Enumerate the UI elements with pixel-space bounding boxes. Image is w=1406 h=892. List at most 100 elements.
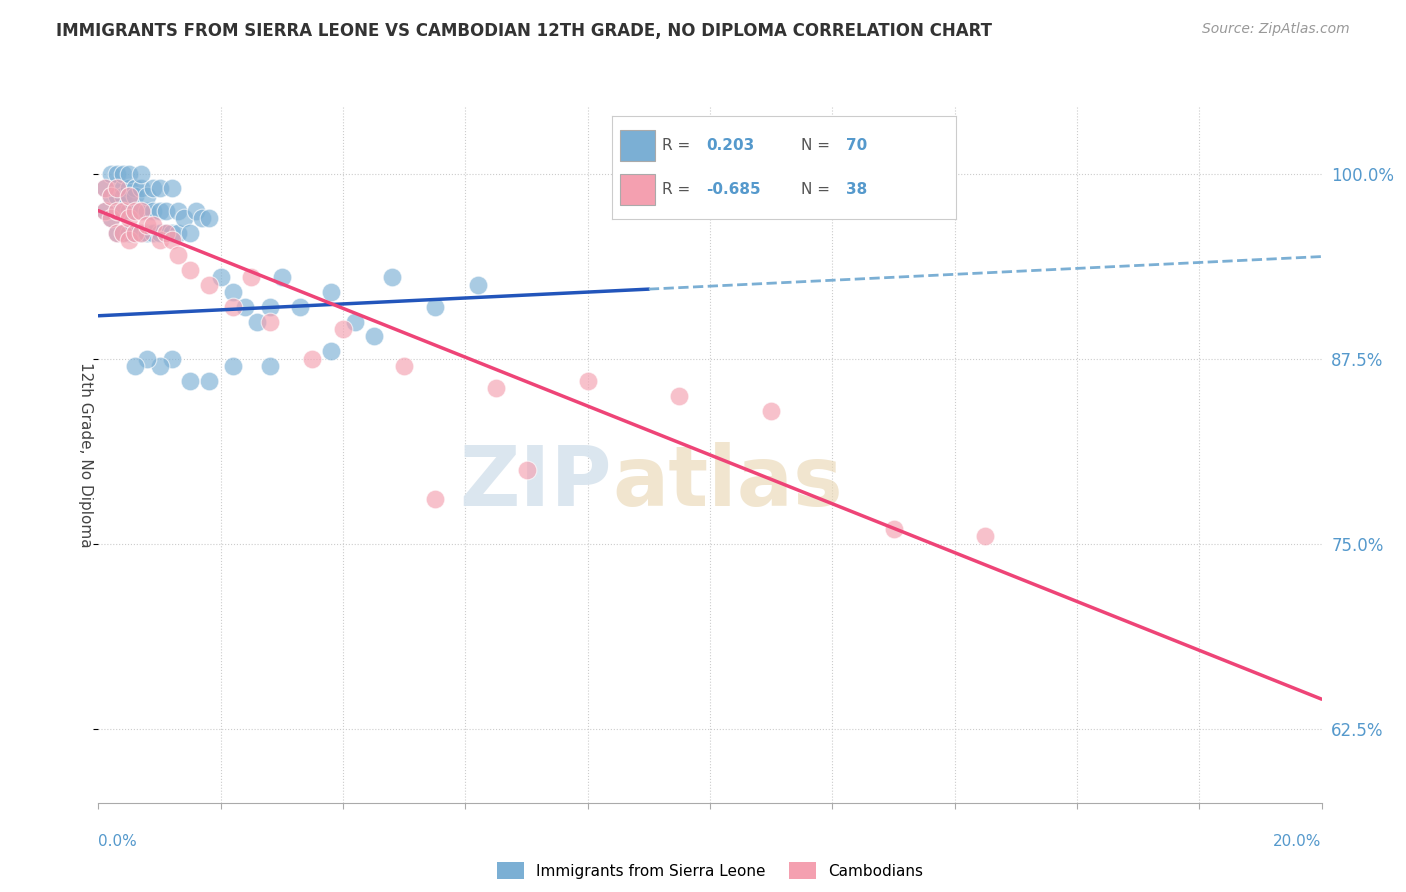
- Point: [381, 270, 404, 285]
- Point: [155, 226, 177, 240]
- Text: 70: 70: [846, 138, 868, 153]
- Point: [100, 189, 122, 203]
- Point: [197, 374, 219, 388]
- Bar: [620, 130, 655, 161]
- Point: [233, 300, 256, 314]
- Point: [105, 203, 128, 218]
- Point: [179, 374, 201, 388]
- Point: [100, 211, 122, 225]
- Point: [160, 181, 183, 195]
- Point: [344, 315, 367, 329]
- Point: [118, 211, 141, 225]
- Point: [173, 211, 195, 225]
- Point: [142, 181, 165, 195]
- Point: [124, 203, 146, 218]
- Point: [167, 248, 190, 262]
- Text: 20.0%: 20.0%: [1274, 834, 1322, 849]
- Point: [467, 277, 489, 292]
- Point: [129, 226, 152, 240]
- Point: [118, 189, 141, 203]
- Point: [124, 203, 146, 218]
- Point: [179, 263, 201, 277]
- Point: [259, 359, 281, 373]
- Point: [105, 203, 128, 218]
- Point: [100, 211, 122, 225]
- Point: [93, 203, 115, 218]
- Text: IMMIGRANTS FROM SIERRA LEONE VS CAMBODIAN 12TH GRADE, NO DIPLOMA CORRELATION CHA: IMMIGRANTS FROM SIERRA LEONE VS CAMBODIA…: [56, 22, 993, 40]
- Text: 0.203: 0.203: [706, 138, 755, 153]
- Point: [124, 181, 146, 195]
- Point: [124, 189, 146, 203]
- Point: [118, 203, 141, 218]
- Point: [111, 189, 134, 203]
- Point: [118, 167, 141, 181]
- Point: [93, 181, 115, 195]
- Point: [516, 463, 538, 477]
- Point: [883, 522, 905, 536]
- Point: [149, 203, 172, 218]
- Point: [974, 529, 997, 543]
- Legend: Immigrants from Sierra Leone, Cambodians: Immigrants from Sierra Leone, Cambodians: [491, 855, 929, 886]
- Point: [240, 270, 263, 285]
- Point: [149, 181, 172, 195]
- Point: [118, 233, 141, 247]
- Point: [142, 203, 165, 218]
- Point: [136, 219, 159, 233]
- Point: [222, 359, 245, 373]
- Point: [301, 351, 323, 366]
- Text: -0.685: -0.685: [706, 182, 761, 197]
- Point: [149, 359, 172, 373]
- Point: [105, 226, 128, 240]
- Point: [167, 203, 190, 218]
- Text: 38: 38: [846, 182, 868, 197]
- Point: [111, 181, 134, 195]
- Text: ZIP: ZIP: [460, 442, 612, 524]
- Point: [167, 226, 190, 240]
- Point: [160, 351, 183, 366]
- Point: [105, 189, 128, 203]
- Point: [93, 181, 115, 195]
- Point: [105, 181, 128, 195]
- Point: [259, 315, 281, 329]
- Point: [118, 226, 141, 240]
- Point: [136, 203, 159, 218]
- Point: [129, 203, 152, 218]
- Y-axis label: 12th Grade, No Diploma: 12th Grade, No Diploma: [77, 362, 93, 548]
- Text: Source: ZipAtlas.com: Source: ZipAtlas.com: [1202, 22, 1350, 37]
- Point: [105, 226, 128, 240]
- Point: [124, 359, 146, 373]
- Point: [142, 219, 165, 233]
- Point: [485, 381, 508, 395]
- Point: [105, 167, 128, 181]
- Point: [197, 211, 219, 225]
- Point: [222, 285, 245, 299]
- Point: [129, 167, 152, 181]
- Point: [118, 189, 141, 203]
- Point: [155, 203, 177, 218]
- Point: [179, 226, 201, 240]
- Point: [160, 226, 183, 240]
- Point: [105, 181, 128, 195]
- Point: [759, 403, 782, 417]
- Point: [186, 203, 208, 218]
- Point: [160, 233, 183, 247]
- Point: [191, 211, 214, 225]
- Point: [423, 492, 446, 507]
- Point: [209, 270, 232, 285]
- Point: [270, 270, 292, 285]
- Text: R =: R =: [662, 182, 695, 197]
- Point: [392, 359, 416, 373]
- Point: [197, 277, 219, 292]
- Point: [124, 226, 146, 240]
- Text: 0.0%: 0.0%: [98, 834, 138, 849]
- Point: [111, 203, 134, 218]
- Text: N =: N =: [801, 182, 835, 197]
- Point: [129, 203, 152, 218]
- Point: [129, 226, 152, 240]
- Point: [332, 322, 354, 336]
- Point: [100, 167, 122, 181]
- Point: [363, 329, 385, 343]
- Text: N =: N =: [801, 138, 835, 153]
- Point: [124, 226, 146, 240]
- Point: [111, 226, 134, 240]
